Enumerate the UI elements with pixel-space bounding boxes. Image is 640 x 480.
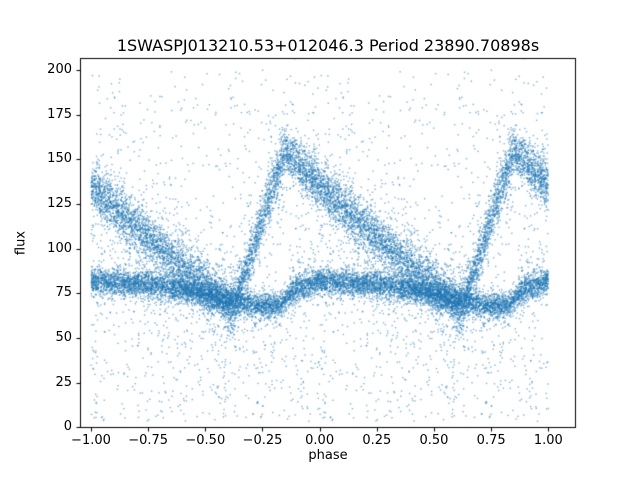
y-tick-label: 75 [55,285,72,301]
y-tick-label: 200 [47,62,72,78]
x-tick-label: −0.50 [185,433,226,448]
y-tick-label: 150 [47,151,72,167]
y-tick-label: 175 [47,106,72,122]
plot-title: 1SWASPJ013210.53+012046.3 Period 23890.7… [116,36,540,55]
x-axis-label: phase [308,448,348,463]
x-tick-label: −1.00 [71,433,111,448]
y-tick-label: 125 [47,196,72,212]
y-tick-label: 50 [55,330,72,346]
x-tick-label: 1.00 [533,433,563,448]
y-tick-label: 25 [55,374,72,390]
x-tick-label: −0.75 [128,433,169,448]
x-tick-label: 0.75 [476,433,506,448]
x-tick-label: 0.25 [362,433,392,448]
x-tick-label: 0.00 [305,433,335,448]
x-tick-label: 0.50 [419,433,449,448]
y-tick-label: 100 [47,240,72,256]
x-tick-label: −0.25 [242,433,283,448]
y-tick-label: 0 [63,419,72,435]
